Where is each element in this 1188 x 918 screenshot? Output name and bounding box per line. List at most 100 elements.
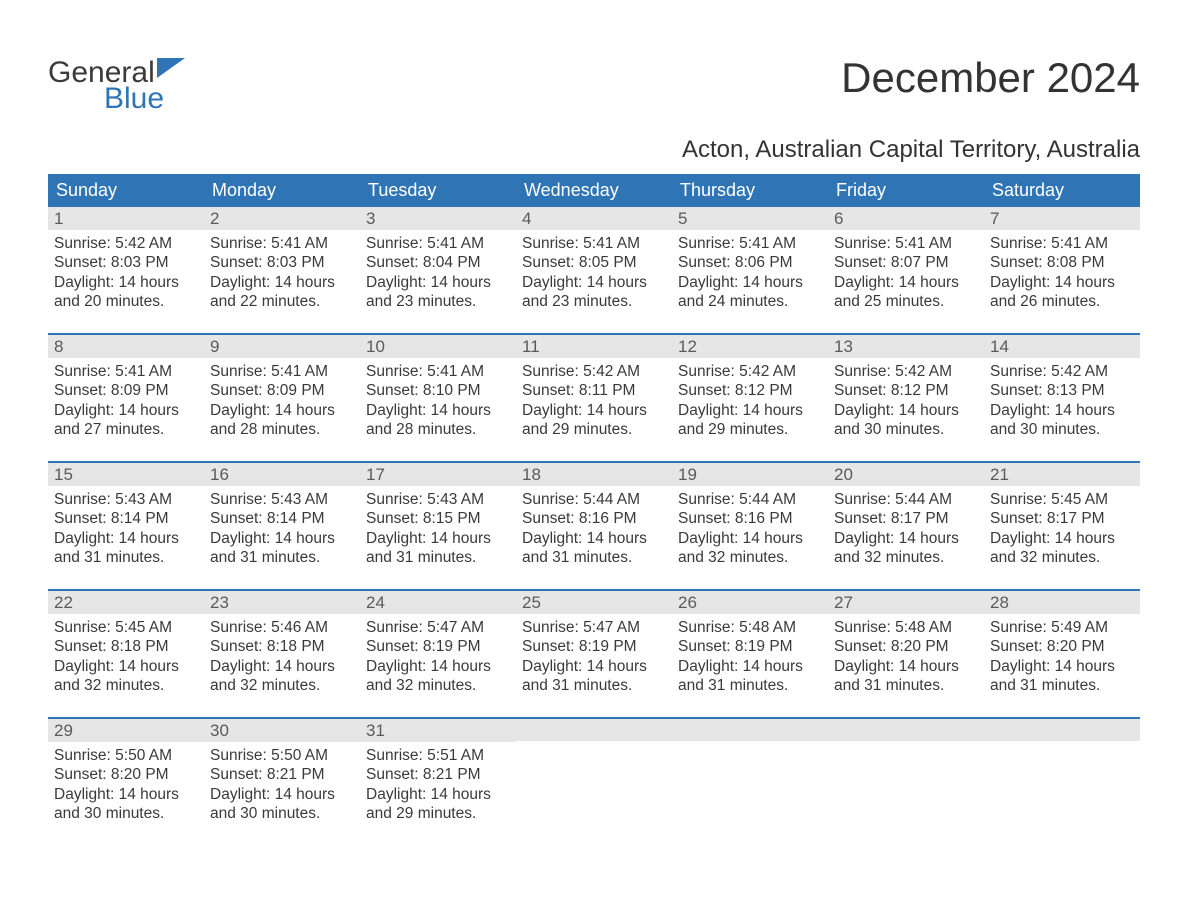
daylight-line-2: and 32 minutes. bbox=[990, 548, 1134, 567]
weekday-header: Monday bbox=[204, 174, 360, 207]
daylight-line-2: and 32 minutes. bbox=[678, 548, 822, 567]
weekday-header-row: Sunday Monday Tuesday Wednesday Thursday… bbox=[48, 174, 1140, 207]
day-number: 29 bbox=[48, 719, 204, 742]
day-number: 18 bbox=[516, 463, 672, 486]
daylight-line-1: Daylight: 14 hours bbox=[210, 401, 354, 420]
day-body: Sunrise: 5:41 AMSunset: 8:04 PMDaylight:… bbox=[360, 230, 516, 322]
day-body: Sunrise: 5:43 AMSunset: 8:14 PMDaylight:… bbox=[48, 486, 204, 578]
daylight-line-2: and 24 minutes. bbox=[678, 292, 822, 311]
day-body: Sunrise: 5:42 AMSunset: 8:11 PMDaylight:… bbox=[516, 358, 672, 450]
day-body: Sunrise: 5:41 AMSunset: 8:06 PMDaylight:… bbox=[672, 230, 828, 322]
daylight-line-2: and 30 minutes. bbox=[210, 804, 354, 823]
day-number: 19 bbox=[672, 463, 828, 486]
day-number: 27 bbox=[828, 591, 984, 614]
sunrise-line: Sunrise: 5:43 AM bbox=[210, 490, 354, 509]
daylight-line-2: and 31 minutes. bbox=[366, 548, 510, 567]
sunset-line: Sunset: 8:09 PM bbox=[210, 381, 354, 400]
week-row: 15Sunrise: 5:43 AMSunset: 8:14 PMDayligh… bbox=[48, 461, 1140, 589]
daylight-line-1: Daylight: 14 hours bbox=[210, 657, 354, 676]
day-cell: 22Sunrise: 5:45 AMSunset: 8:18 PMDayligh… bbox=[48, 591, 204, 717]
day-body: Sunrise: 5:42 AMSunset: 8:03 PMDaylight:… bbox=[48, 230, 204, 322]
day-cell: 5Sunrise: 5:41 AMSunset: 8:06 PMDaylight… bbox=[672, 207, 828, 333]
daylight-line-1: Daylight: 14 hours bbox=[54, 529, 198, 548]
sunset-line: Sunset: 8:13 PM bbox=[990, 381, 1134, 400]
day-body: Sunrise: 5:47 AMSunset: 8:19 PMDaylight:… bbox=[516, 614, 672, 706]
day-body: Sunrise: 5:45 AMSunset: 8:17 PMDaylight:… bbox=[984, 486, 1140, 578]
daylight-line-1: Daylight: 14 hours bbox=[366, 529, 510, 548]
day-number: 6 bbox=[828, 207, 984, 230]
day-number: 31 bbox=[360, 719, 516, 742]
sunrise-line: Sunrise: 5:41 AM bbox=[210, 362, 354, 381]
daylight-line-1: Daylight: 14 hours bbox=[834, 529, 978, 548]
sunrise-line: Sunrise: 5:44 AM bbox=[834, 490, 978, 509]
daylight-line-2: and 31 minutes. bbox=[210, 548, 354, 567]
sunrise-line: Sunrise: 5:42 AM bbox=[990, 362, 1134, 381]
daylight-line-1: Daylight: 14 hours bbox=[54, 401, 198, 420]
day-body: Sunrise: 5:41 AMSunset: 8:08 PMDaylight:… bbox=[984, 230, 1140, 322]
day-cell: 31Sunrise: 5:51 AMSunset: 8:21 PMDayligh… bbox=[360, 719, 516, 845]
day-body: Sunrise: 5:49 AMSunset: 8:20 PMDaylight:… bbox=[984, 614, 1140, 706]
sunrise-line: Sunrise: 5:45 AM bbox=[54, 618, 198, 637]
sunset-line: Sunset: 8:08 PM bbox=[990, 253, 1134, 272]
daylight-line-2: and 29 minutes. bbox=[522, 420, 666, 439]
day-number: 7 bbox=[984, 207, 1140, 230]
week-row: 22Sunrise: 5:45 AMSunset: 8:18 PMDayligh… bbox=[48, 589, 1140, 717]
day-number: 24 bbox=[360, 591, 516, 614]
day-cell: 2Sunrise: 5:41 AMSunset: 8:03 PMDaylight… bbox=[204, 207, 360, 333]
sunrise-line: Sunrise: 5:47 AM bbox=[366, 618, 510, 637]
day-number: 13 bbox=[828, 335, 984, 358]
daylight-line-1: Daylight: 14 hours bbox=[54, 785, 198, 804]
day-number bbox=[672, 719, 828, 741]
daylight-line-1: Daylight: 14 hours bbox=[678, 273, 822, 292]
sunrise-line: Sunrise: 5:44 AM bbox=[678, 490, 822, 509]
sunrise-line: Sunrise: 5:50 AM bbox=[210, 746, 354, 765]
day-cell: 3Sunrise: 5:41 AMSunset: 8:04 PMDaylight… bbox=[360, 207, 516, 333]
day-body: Sunrise: 5:42 AMSunset: 8:12 PMDaylight:… bbox=[672, 358, 828, 450]
day-body: Sunrise: 5:42 AMSunset: 8:12 PMDaylight:… bbox=[828, 358, 984, 450]
sunset-line: Sunset: 8:04 PM bbox=[366, 253, 510, 272]
daylight-line-1: Daylight: 14 hours bbox=[678, 529, 822, 548]
day-cell: 29 Sunrise: 5:50 AMSunset: 8:20 PMDayligh… bbox=[48, 719, 204, 845]
daylight-line-2: and 23 minutes. bbox=[366, 292, 510, 311]
sunrise-line: Sunrise: 5:42 AM bbox=[522, 362, 666, 381]
sunset-line: Sunset: 8:19 PM bbox=[678, 637, 822, 656]
day-body: Sunrise: 5:43 AMSunset: 8:14 PMDaylight:… bbox=[204, 486, 360, 578]
empty-day-cell bbox=[672, 719, 828, 845]
day-cell: 21Sunrise: 5:45 AMSunset: 8:17 PMDayligh… bbox=[984, 463, 1140, 589]
daylight-line-1: Daylight: 14 hours bbox=[834, 657, 978, 676]
day-number: 1 bbox=[48, 207, 204, 230]
sunrise-line: Sunrise: 5:48 AM bbox=[678, 618, 822, 637]
sunrise-line: Sunrise: 5:50 AM bbox=[54, 746, 198, 765]
daylight-line-1: Daylight: 14 hours bbox=[210, 273, 354, 292]
daylight-line-1: Daylight: 14 hours bbox=[678, 657, 822, 676]
sunset-line: Sunset: 8:20 PM bbox=[834, 637, 978, 656]
empty-day-cell bbox=[828, 719, 984, 845]
sunset-line: Sunset: 8:07 PM bbox=[834, 253, 978, 272]
day-number: 20 bbox=[828, 463, 984, 486]
daylight-line-1: Daylight: 14 hours bbox=[54, 273, 198, 292]
sunset-line: Sunset: 8:17 PM bbox=[990, 509, 1134, 528]
day-cell: 7Sunrise: 5:41 AMSunset: 8:08 PMDaylight… bbox=[984, 207, 1140, 333]
day-number: 4 bbox=[516, 207, 672, 230]
flag-icon bbox=[157, 54, 191, 84]
day-body: Sunrise: 5:41 AMSunset: 8:03 PMDaylight:… bbox=[204, 230, 360, 322]
day-number: 11 bbox=[516, 335, 672, 358]
sunset-line: Sunset: 8:16 PM bbox=[678, 509, 822, 528]
day-cell: 26Sunrise: 5:48 AMSunset: 8:19 PMDayligh… bbox=[672, 591, 828, 717]
sunrise-line: Sunrise: 5:43 AM bbox=[54, 490, 198, 509]
day-body: Sunrise: 5:44 AMSunset: 8:16 PMDaylight:… bbox=[672, 486, 828, 578]
daylight-line-2: and 31 minutes. bbox=[522, 676, 666, 695]
day-body: Sunrise: 5:47 AMSunset: 8:19 PMDaylight:… bbox=[360, 614, 516, 706]
day-body: Sunrise: 5:46 AMSunset: 8:18 PMDaylight:… bbox=[204, 614, 360, 706]
day-number bbox=[516, 719, 672, 741]
sunset-line: Sunset: 8:15 PM bbox=[366, 509, 510, 528]
day-cell: 1Sunrise: 5:42 AMSunset: 8:03 PMDaylight… bbox=[48, 207, 204, 333]
day-cell: 20Sunrise: 5:44 AMSunset: 8:17 PMDayligh… bbox=[828, 463, 984, 589]
day-number: 9 bbox=[204, 335, 360, 358]
day-cell: 28Sunrise: 5:49 AMSunset: 8:20 PMDayligh… bbox=[984, 591, 1140, 717]
sunset-line: Sunset: 8:05 PM bbox=[522, 253, 666, 272]
sunrise-line: Sunrise: 5:41 AM bbox=[522, 234, 666, 253]
sunset-line: Sunset: 8:20 PM bbox=[54, 765, 198, 784]
sunrise-line: Sunrise: 5:48 AM bbox=[834, 618, 978, 637]
day-body: Sunrise: 5:41 AMSunset: 8:10 PMDaylight:… bbox=[360, 358, 516, 450]
